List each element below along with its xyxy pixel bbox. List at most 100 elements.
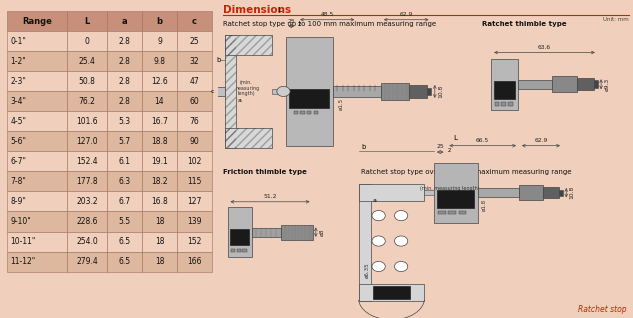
Bar: [107, 111, 142, 131]
Text: Unit: mm: Unit: mm: [603, 17, 629, 23]
Bar: [107, 51, 142, 71]
Text: 90: 90: [189, 137, 199, 146]
Bar: [6, 131, 67, 151]
Text: 51.2: 51.2: [263, 194, 277, 199]
Text: 18: 18: [154, 217, 164, 226]
Bar: [67, 51, 107, 71]
Bar: [6, 151, 67, 171]
Text: 18: 18: [154, 257, 164, 266]
Text: 8-9": 8-9": [11, 197, 27, 206]
Bar: [301, 111, 304, 114]
Text: 177.8: 177.8: [77, 177, 98, 186]
Bar: [519, 185, 543, 200]
Text: 6.5: 6.5: [118, 237, 130, 246]
Bar: [6, 232, 67, 252]
Text: 3-4": 3-4": [11, 97, 27, 106]
Text: 10-11": 10-11": [11, 237, 36, 246]
Bar: [107, 232, 142, 252]
Bar: [360, 184, 423, 201]
Bar: [314, 111, 318, 114]
Bar: [231, 249, 235, 252]
Text: Friction thimble type: Friction thimble type: [223, 169, 306, 175]
Bar: [6, 191, 67, 211]
Bar: [360, 284, 423, 301]
Text: 76.2: 76.2: [78, 97, 96, 106]
Bar: [477, 188, 519, 197]
Bar: [67, 71, 107, 91]
Bar: [6, 171, 67, 191]
Text: ø6.35: ø6.35: [230, 108, 235, 123]
Text: c: c: [211, 89, 214, 94]
Bar: [142, 11, 177, 31]
Bar: [251, 228, 282, 237]
Bar: [360, 284, 423, 301]
Bar: [67, 171, 107, 191]
Bar: [285, 37, 333, 146]
Bar: [216, 87, 225, 96]
Text: 9-10": 9-10": [11, 217, 31, 226]
Bar: [107, 91, 142, 111]
Text: 10.8: 10.8: [570, 186, 575, 199]
Text: 66.5: 66.5: [476, 138, 489, 143]
Bar: [177, 51, 212, 71]
Bar: [423, 190, 434, 195]
Text: L: L: [84, 17, 90, 26]
Bar: [6, 211, 67, 232]
Bar: [543, 187, 559, 198]
Text: 6-7": 6-7": [11, 157, 27, 166]
Text: 62.9: 62.9: [399, 12, 413, 17]
Text: 11-12": 11-12": [11, 257, 35, 266]
Bar: [107, 71, 142, 91]
Bar: [225, 35, 272, 55]
Text: 2.8: 2.8: [118, 97, 130, 106]
Bar: [381, 83, 409, 100]
Bar: [360, 184, 371, 301]
Text: 32: 32: [189, 57, 199, 66]
Text: 47: 47: [189, 77, 199, 86]
Bar: [437, 190, 474, 208]
Text: 2.8: 2.8: [118, 57, 130, 66]
Text: ø1.5: ø1.5: [339, 98, 344, 110]
Text: 16.7: 16.7: [151, 117, 168, 126]
Text: 166: 166: [187, 257, 202, 266]
Text: 19.1: 19.1: [151, 157, 168, 166]
Text: 139: 139: [187, 217, 202, 226]
Text: 6.5: 6.5: [118, 257, 130, 266]
Bar: [107, 131, 142, 151]
Text: 203.2: 203.2: [77, 197, 98, 206]
Text: L: L: [454, 135, 458, 141]
Bar: [438, 211, 446, 214]
Text: a: a: [237, 98, 241, 103]
Text: 0: 0: [85, 37, 89, 46]
Text: 2: 2: [448, 148, 451, 153]
Bar: [177, 232, 212, 252]
Bar: [333, 86, 381, 97]
Text: L: L: [277, 7, 281, 13]
Bar: [177, 151, 212, 171]
Circle shape: [394, 261, 408, 272]
Bar: [142, 232, 177, 252]
Bar: [225, 35, 272, 55]
Text: 228.6: 228.6: [77, 217, 98, 226]
Text: 4-5": 4-5": [11, 117, 27, 126]
Text: ø8: ø8: [319, 228, 324, 236]
Text: 5.5: 5.5: [118, 217, 130, 226]
Bar: [107, 151, 142, 171]
Text: Range: Range: [22, 17, 52, 26]
Text: b: b: [216, 58, 220, 63]
Bar: [67, 191, 107, 211]
Bar: [237, 249, 241, 252]
Text: 48.5: 48.5: [320, 12, 334, 17]
Bar: [409, 85, 427, 98]
Bar: [177, 31, 212, 51]
Bar: [67, 211, 107, 232]
Text: b: b: [361, 144, 366, 150]
Text: 14: 14: [154, 97, 165, 106]
Bar: [225, 128, 272, 148]
Bar: [177, 11, 212, 31]
Bar: [559, 190, 563, 196]
Text: 18: 18: [154, 237, 164, 246]
Bar: [6, 91, 67, 111]
Text: 5-6": 5-6": [11, 137, 27, 146]
Text: 2.8: 2.8: [118, 77, 130, 86]
